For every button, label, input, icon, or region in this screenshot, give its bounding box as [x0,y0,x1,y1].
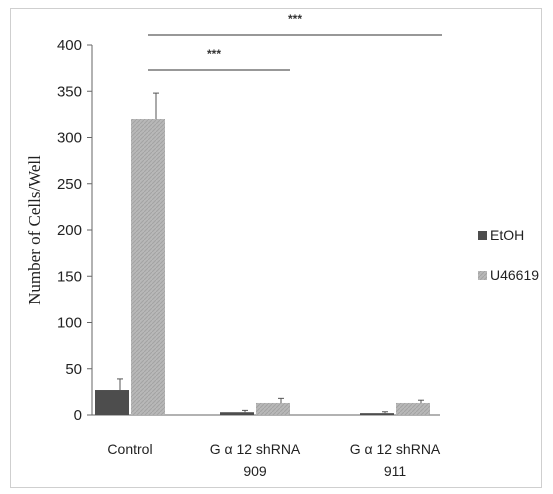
chart-frame [10,8,542,488]
bar-etoh [220,412,254,415]
bar-u46619 [256,402,290,415]
bar-u46619 [396,402,430,415]
x-axis: Control G α 12 shRNA 909 G α 12 shRNA 911 [92,414,441,479]
legend: EtOH U46619 [478,227,539,283]
y-tick-label: 50 [65,361,82,378]
x-category-label: 911 [384,463,407,479]
x-category-label: 909 [243,463,267,479]
legend-swatch [478,271,487,280]
y-tick-label: 300 [57,130,82,147]
significance-label: *** [207,47,221,61]
legend-label: U46619 [490,267,539,283]
significance-label: *** [288,12,302,26]
y-tick-label: 400 [57,37,82,54]
x-category-label: G α 12 shRNA [350,441,441,457]
bar-etoh [360,413,394,415]
y-tick-label: 200 [57,222,82,239]
y-tick-label: 250 [57,176,82,193]
bars [95,92,430,415]
legend-label: EtOH [490,227,524,243]
y-tick-label: 150 [57,268,82,285]
y-tick-label: 0 [74,407,82,424]
legend-swatch [478,231,487,240]
y-axis-label: Number of Cells/Well [25,155,44,305]
significance-brackets: *** *** [148,12,442,71]
x-category-label: G α 12 shRNA [210,441,301,457]
x-category-label: Control [107,441,152,457]
y-tick-label: 350 [57,83,82,100]
y-tick-label: 100 [57,315,82,332]
y-axis: 0 50 100 150 200 250 300 350 400 [57,37,93,424]
bar-u46619 [131,119,165,415]
bar-etoh [95,390,129,415]
